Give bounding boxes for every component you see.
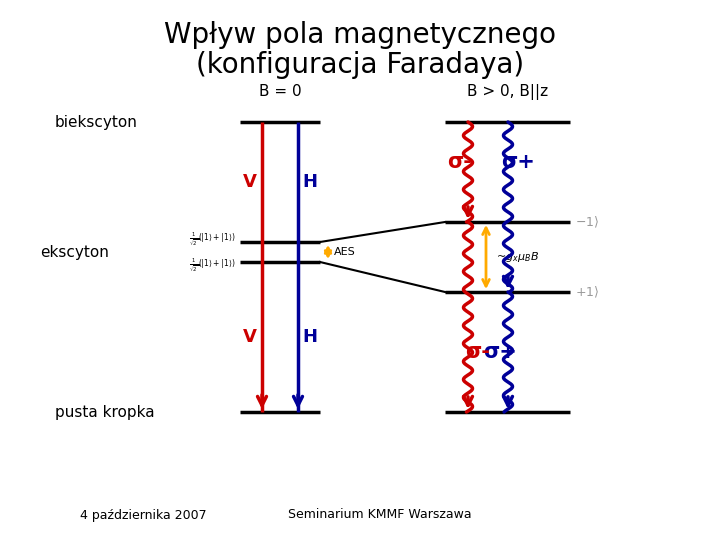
Text: H: H [302, 328, 318, 346]
Text: V: V [243, 173, 257, 191]
Text: V: V [243, 328, 257, 346]
Text: $-1\rangle$: $-1\rangle$ [575, 214, 599, 230]
Text: $\frac{1}{\sqrt{2}}(|1\rangle+|1\rangle)$: $\frac{1}{\sqrt{2}}(|1\rangle+|1\rangle)… [189, 256, 235, 274]
Text: σ+: σ+ [501, 152, 535, 172]
Text: ~$g_x\mu_B B$: ~$g_x\mu_B B$ [496, 250, 539, 264]
Text: AES: AES [334, 247, 356, 257]
Text: Wpływ pola magnetycznego: Wpływ pola magnetycznego [164, 21, 556, 49]
Text: H: H [302, 173, 318, 191]
Text: Seminarium KMMF Warszawa: Seminarium KMMF Warszawa [288, 509, 472, 522]
Text: $+1\rangle$: $+1\rangle$ [575, 285, 599, 300]
Text: ekscyton: ekscyton [40, 245, 109, 260]
Text: $\frac{1}{\sqrt{2}}(|1\rangle+|1\rangle)$: $\frac{1}{\sqrt{2}}(|1\rangle+|1\rangle)… [189, 231, 235, 247]
Text: σ-: σ- [448, 152, 472, 172]
Text: (konfiguracja Faradaya): (konfiguracja Faradaya) [196, 51, 524, 79]
Text: σ+: σ+ [483, 342, 517, 362]
Text: B = 0: B = 0 [258, 84, 301, 99]
Text: B > 0, B||z: B > 0, B||z [467, 84, 548, 100]
Text: σ-: σ- [466, 342, 490, 362]
Text: biekscyton: biekscyton [55, 114, 138, 130]
Text: pusta kropka: pusta kropka [55, 404, 155, 420]
Text: 4 października 2007: 4 października 2007 [80, 509, 207, 522]
